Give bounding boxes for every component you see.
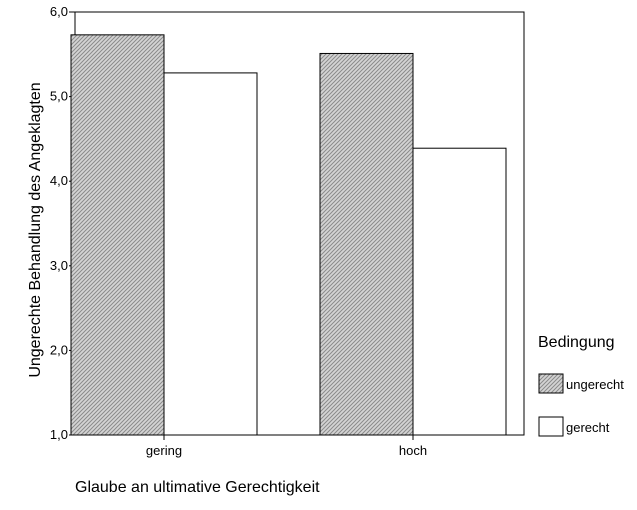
bar-ungerecht-gering <box>70 34 165 436</box>
bar-gerecht-hoch <box>412 147 507 436</box>
bar-gerecht-gering <box>163 72 258 436</box>
y-tick-label: 4,0 <box>50 173 68 188</box>
legend-swatch-gerecht <box>538 416 564 437</box>
x-tick-label: hoch <box>399 443 427 458</box>
y-tick-label: 3,0 <box>50 258 68 273</box>
x-tick-label: gering <box>146 443 182 458</box>
legend-label-ungerecht: ungerecht <box>566 377 624 392</box>
y-tick-label: 1,0 <box>50 427 68 442</box>
x-axis-title: Glaube an ultimative Gerechtigkeit <box>75 479 320 496</box>
y-tick-label: 2,0 <box>50 342 68 357</box>
y-tick-label: 6,0 <box>50 4 68 19</box>
legend-swatch-ungerecht <box>538 373 564 394</box>
y-tick-label: 5,0 <box>50 89 68 104</box>
legend-label-gerecht: gerecht <box>566 420 610 435</box>
bars-group <box>70 34 507 436</box>
y-axis-title: Ungerechte Behandlung des Angeklagten <box>27 82 44 377</box>
x-axis: gering hoch <box>146 435 427 458</box>
legend: Bedingung ungerecht gerecht <box>538 334 624 437</box>
bar-ungerecht-hoch <box>319 52 414 436</box>
legend-title: Bedingung <box>538 334 615 351</box>
